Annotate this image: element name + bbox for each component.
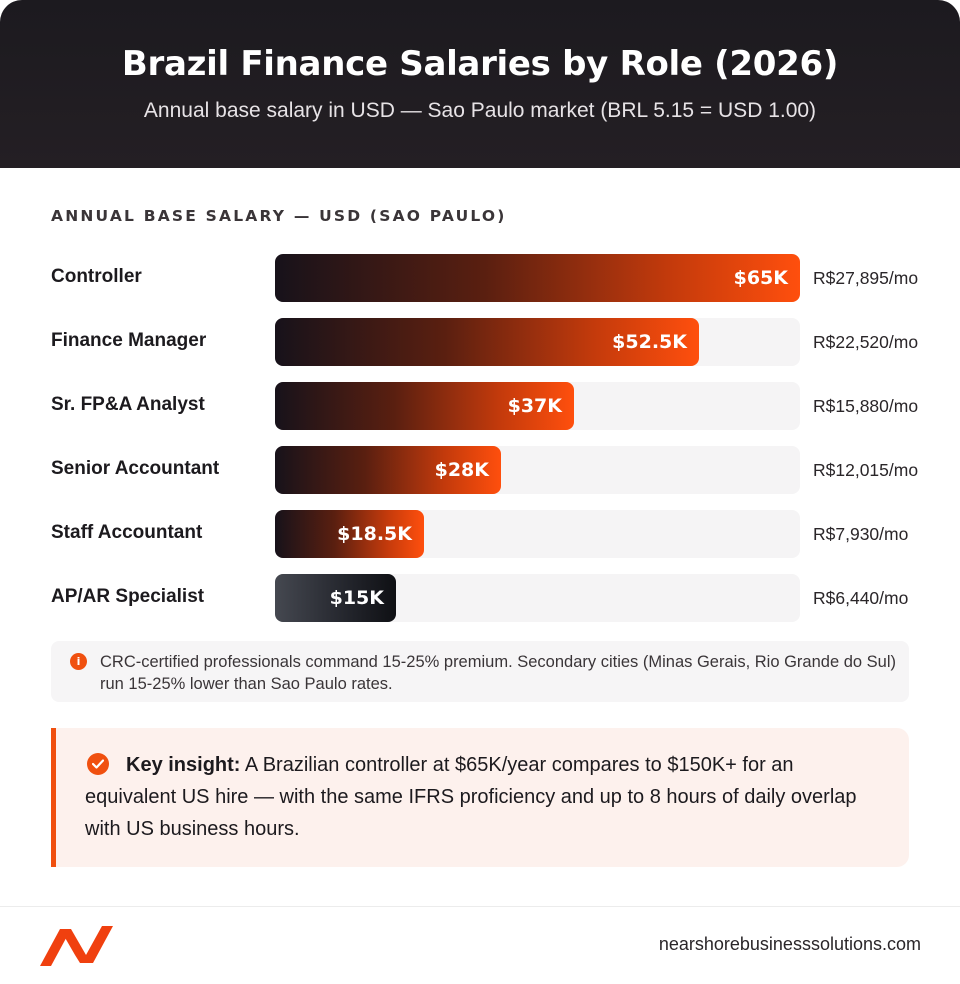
bar-value-label: $37K (507, 395, 562, 417)
row-label: Controller (51, 266, 142, 287)
monthly-brl-label: R$22,520/mo (813, 332, 919, 352)
page-title: Brazil Finance Salaries by Role (2026) (121, 44, 839, 84)
info-icon: i (70, 653, 87, 670)
row-label: AP/AR Specialist (51, 586, 205, 607)
salary-bar: $37K (275, 382, 574, 430)
row-label: Finance Manager (51, 330, 207, 351)
page-subtitle: Annual base salary in USD — Sao Paulo ma… (143, 99, 817, 122)
bar-track: $52.5K (275, 318, 800, 366)
bar-value-label: $65K (733, 267, 788, 289)
monthly-brl-label: R$27,895/mo (813, 268, 919, 288)
bar-value-label: $18.5K (337, 523, 412, 545)
monthly-brl-label: R$15,880/mo (813, 396, 919, 416)
salary-bar: $18.5K (275, 510, 424, 558)
bar-track: $65K (275, 254, 800, 302)
bar-track: $15K (275, 574, 800, 622)
bar-value-label: $52.5K (612, 331, 687, 353)
note-text: CRC-certified professionals command 15-2… (100, 653, 896, 693)
info-note: i CRC-certified professionals command 15… (51, 641, 909, 702)
header: Brazil Finance Salaries by Role (2026) A… (0, 0, 960, 168)
row-label: Sr. FP&A Analyst (51, 394, 205, 415)
bar-track: $28K (275, 446, 800, 494)
bar-value-label: $28K (434, 459, 489, 481)
insight-text: Key insight: A Brazilian controller at $… (85, 749, 875, 845)
chart-section-label: ANNUAL BASE SALARY — USD (SAO PAULO) (51, 207, 507, 225)
insight-label: Key insight: (126, 754, 241, 776)
row-label: Senior Accountant (51, 458, 220, 479)
monthly-brl-label: R$12,015/mo (813, 460, 919, 480)
insight-body: A Brazilian controller at $65K/year comp… (85, 754, 857, 840)
row-label: Staff Accountant (51, 522, 203, 543)
salary-bar: $52.5K (275, 318, 699, 366)
salary-bar: $28K (275, 446, 501, 494)
website-link[interactable]: nearshorebusinesssolutions.com (658, 934, 921, 954)
footer-divider (0, 906, 960, 907)
bar-track: $18.5K (275, 510, 800, 558)
nearshore-logo-icon (38, 925, 116, 967)
monthly-brl-label: R$6,440/mo (813, 588, 909, 608)
salary-bar: $15K (275, 574, 396, 622)
key-insight-box: Key insight: A Brazilian controller at $… (51, 728, 909, 867)
salary-bar: $65K (275, 254, 800, 302)
bar-track: $37K (275, 382, 800, 430)
check-circle-icon (87, 753, 109, 775)
bar-value-label: $15K (329, 587, 384, 609)
monthly-brl-label: R$7,930/mo (813, 524, 909, 544)
